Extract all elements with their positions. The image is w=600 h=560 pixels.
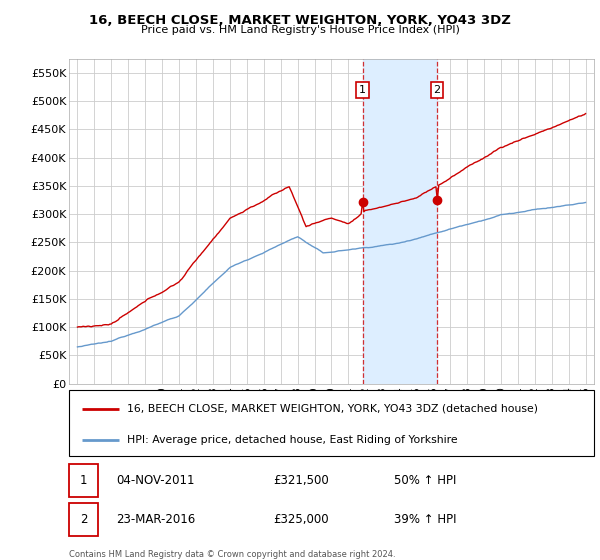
Text: Price paid vs. HM Land Registry's House Price Index (HPI): Price paid vs. HM Land Registry's House … [140, 25, 460, 35]
Text: HPI: Average price, detached house, East Riding of Yorkshire: HPI: Average price, detached house, East… [127, 435, 457, 445]
Text: 39% ↑ HPI: 39% ↑ HPI [395, 514, 457, 526]
Text: Contains HM Land Registry data © Crown copyright and database right 2024.
This d: Contains HM Land Registry data © Crown c… [69, 550, 395, 560]
Text: 2: 2 [433, 85, 440, 95]
Text: 16, BEECH CLOSE, MARKET WEIGHTON, YORK, YO43 3DZ: 16, BEECH CLOSE, MARKET WEIGHTON, YORK, … [89, 14, 511, 27]
FancyBboxPatch shape [69, 464, 98, 497]
Text: 23-MAR-2016: 23-MAR-2016 [116, 514, 196, 526]
Text: 50% ↑ HPI: 50% ↑ HPI [395, 474, 457, 487]
Text: 1: 1 [359, 85, 366, 95]
Text: £321,500: £321,500 [274, 474, 329, 487]
Text: 2: 2 [80, 514, 87, 526]
FancyBboxPatch shape [69, 503, 98, 536]
Text: 16, BEECH CLOSE, MARKET WEIGHTON, YORK, YO43 3DZ (detached house): 16, BEECH CLOSE, MARKET WEIGHTON, YORK, … [127, 404, 538, 414]
Text: 04-NOV-2011: 04-NOV-2011 [116, 474, 195, 487]
Text: 1: 1 [80, 474, 87, 487]
Text: £325,000: £325,000 [274, 514, 329, 526]
Bar [362, 59, 437, 384]
